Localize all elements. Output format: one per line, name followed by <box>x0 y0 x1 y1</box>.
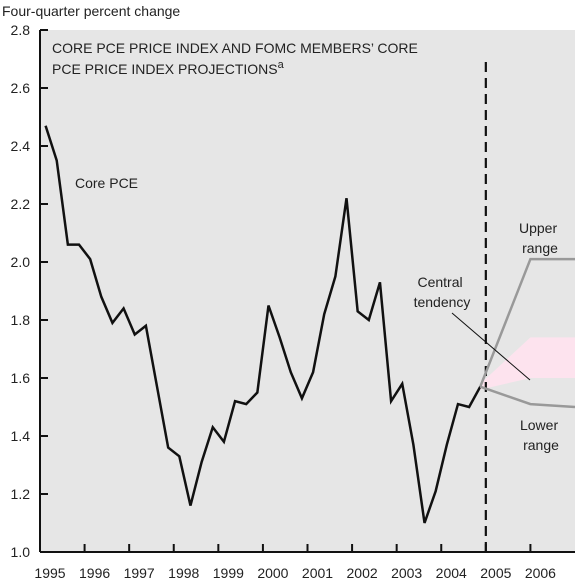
y-tick-label: 1.8 <box>11 312 31 328</box>
x-tick-label: 2000 <box>257 565 288 581</box>
x-tick-label: 1995 <box>34 565 65 581</box>
y-axis-label: Four-quarter percent change <box>2 3 180 19</box>
y-tick-label: 2.6 <box>11 80 31 96</box>
central-tendency-band <box>480 337 575 390</box>
y-tick-label: 2.4 <box>11 138 31 154</box>
series-label-line: Upper <box>519 220 561 236</box>
series-label: Lower range <box>520 417 562 453</box>
series-label: Core PCE <box>75 175 138 191</box>
x-tick-label: 2003 <box>391 565 422 581</box>
x-tick-label: 1997 <box>124 565 155 581</box>
y-tick-label: 2.0 <box>11 254 31 270</box>
series-label-line: tendency <box>414 294 471 310</box>
x-tick-label: 1999 <box>213 565 244 581</box>
x-tick-label: 2001 <box>302 565 333 581</box>
y-tick-label: 2.8 <box>11 22 31 38</box>
plot-area <box>40 30 575 552</box>
x-tick-label: 2005 <box>480 565 511 581</box>
x-tick-label: 2002 <box>347 565 378 581</box>
leader-line <box>451 312 531 381</box>
title-note: a <box>278 59 285 71</box>
y-tick-label: 1.2 <box>11 486 31 502</box>
y-tick-label: 1.6 <box>11 370 31 386</box>
series-label-line: Lower <box>520 417 562 433</box>
chart-title: CORE PCE PRICE INDEX AND FOMC MEMBERS’ C… <box>52 40 418 56</box>
series-label: Upper range <box>519 220 561 256</box>
series-label: Central tendency <box>414 274 471 310</box>
y-tick-label: 1.4 <box>11 428 31 444</box>
series-label-line: range <box>522 240 558 256</box>
series-line <box>479 257 575 388</box>
x-tick-label: 1996 <box>79 565 110 581</box>
x-tick-label: 2006 <box>525 565 556 581</box>
x-tick-label: 1998 <box>168 565 199 581</box>
y-tick-label: 1.0 <box>11 544 31 560</box>
y-tick-label: 2.2 <box>11 196 31 212</box>
chart-title: PCE PRICE INDEX PROJECTIONS <box>52 61 278 77</box>
chart-title: PCE PRICE INDEX PROJECTIONSa <box>52 59 285 77</box>
series-line <box>479 385 575 409</box>
series-line <box>44 125 482 524</box>
series-label-line: range <box>523 437 559 453</box>
x-tick-label: 2004 <box>436 565 467 581</box>
series-label-line: Central <box>417 274 466 290</box>
